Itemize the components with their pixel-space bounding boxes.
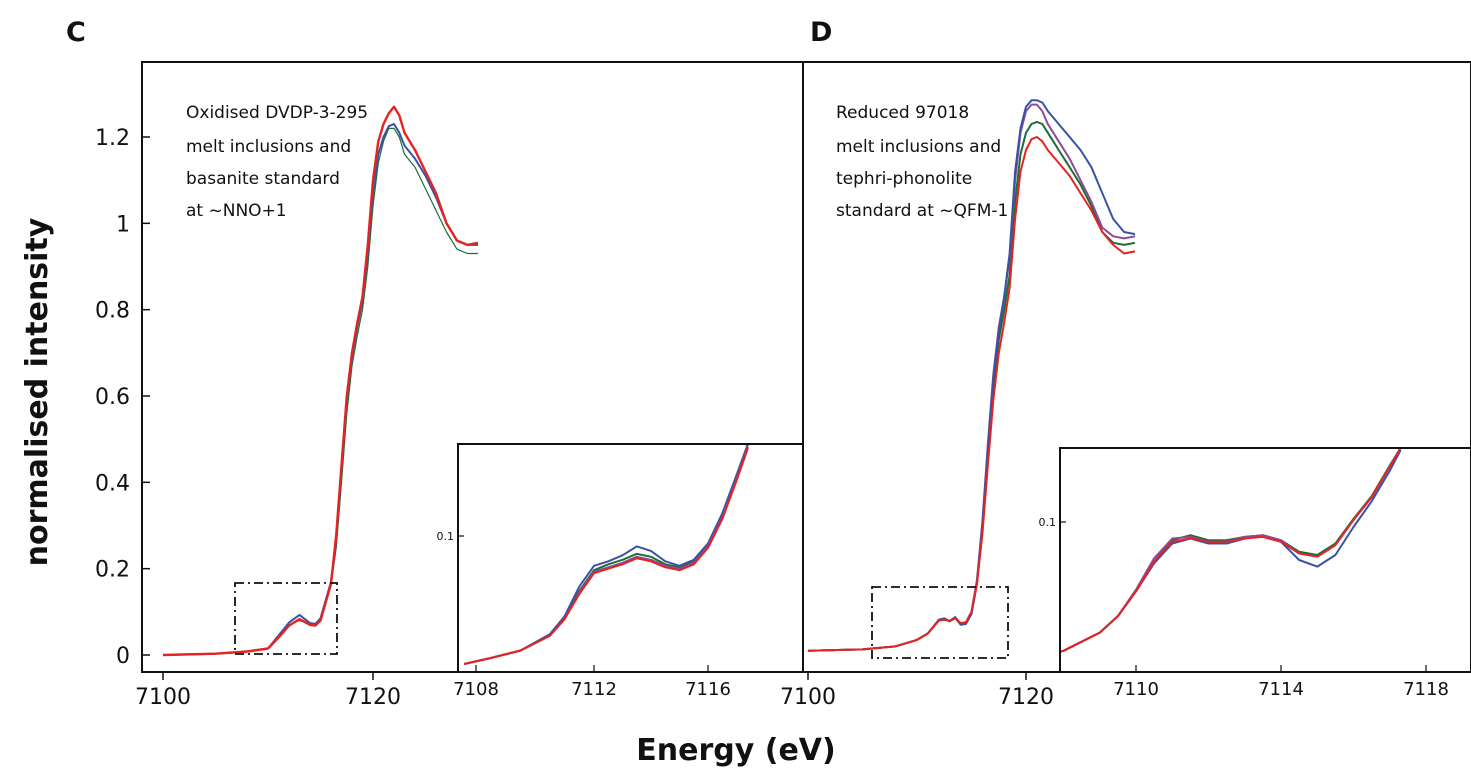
panel-d-series-group bbox=[807, 99, 1136, 652]
inset-y-tick-label: 0.1 bbox=[437, 530, 455, 543]
inset-x-tick-label: 7114 bbox=[1258, 679, 1304, 700]
panel-d-annotation-line: melt inclusions and bbox=[836, 137, 1001, 157]
panel-d-plot: 7100 7120 0.1 7110 7114 7118 bbox=[780, 99, 1471, 710]
y-tick-label: 0.6 bbox=[95, 385, 130, 410]
panel-d-annotation-line: standard at ~QFM-1 bbox=[836, 201, 1008, 221]
panel-c-series-group bbox=[162, 105, 479, 657]
y-tick-label: 0.2 bbox=[95, 558, 130, 583]
zoom-region-box bbox=[871, 586, 1009, 659]
x-tick-label: 7100 bbox=[780, 685, 836, 710]
x-tick-label: 7120 bbox=[998, 685, 1054, 710]
series-line-red bbox=[807, 136, 1136, 652]
inset-series-line-blue bbox=[463, 445, 749, 665]
x-axis-title: Energy (eV) bbox=[636, 733, 835, 768]
inset-x-tick-label: 7118 bbox=[1403, 679, 1449, 700]
panel-letter-c: C bbox=[66, 17, 86, 48]
inset-series-group bbox=[1061, 449, 1402, 653]
inset-frame bbox=[1059, 447, 1471, 673]
y-axis-title: normalised intensity bbox=[20, 217, 55, 566]
inset-frame bbox=[457, 443, 804, 673]
series-line-red bbox=[162, 105, 479, 657]
series-line-blue bbox=[807, 99, 1136, 652]
panel-letter-d: D bbox=[810, 17, 832, 48]
inset-series-line-red bbox=[463, 447, 749, 665]
inset-series-line-red bbox=[1061, 449, 1402, 653]
panel-c-annotation-line: Oxidised DVDP-3-295 bbox=[186, 103, 368, 123]
x-tick-label: 7120 bbox=[345, 685, 401, 710]
panel-d-annotation-line: Reduced 97018 bbox=[836, 103, 969, 123]
panel-c-annotation-line: at ~NNO+1 bbox=[186, 201, 287, 221]
x-tick-label: 7100 bbox=[135, 685, 191, 710]
inset-x-tick-label: 7112 bbox=[571, 679, 617, 700]
panel-d-inset: 0.1 7110 7114 7118 bbox=[1039, 447, 1471, 700]
y-tick-label: 0.4 bbox=[95, 471, 130, 496]
panel-c-annotation-line: melt inclusions and bbox=[186, 137, 351, 157]
y-tick-label: 0.8 bbox=[95, 299, 130, 324]
panel-c-annotation-line: basanite standard bbox=[186, 169, 340, 189]
panel-c-plot: 0 0.2 0.4 0.6 0.8 1 1.2 7100 7120 0.1 7108 7112 7116 bbox=[95, 105, 804, 710]
inset-x-tick-label: 7110 bbox=[1113, 679, 1159, 700]
y-tick-label: 1 bbox=[116, 212, 130, 237]
panel-d-annotation: Reduced 97018 melt inclusions and tephri… bbox=[836, 103, 1008, 221]
y-tick-label: 1.2 bbox=[95, 126, 130, 151]
inset-x-tick-label: 7108 bbox=[453, 679, 499, 700]
panel-d-annotation-line: tephri-phonolite bbox=[836, 169, 972, 189]
inset-y-tick-label: 0.1 bbox=[1039, 516, 1057, 529]
zoom-region-box bbox=[234, 582, 338, 655]
panel-c-inset: 0.1 7108 7112 7116 bbox=[437, 443, 804, 700]
y-tick-label: 0 bbox=[116, 644, 130, 669]
inset-x-tick-label: 7116 bbox=[685, 679, 731, 700]
inset-series-group bbox=[463, 445, 749, 665]
panel-c-annotation: Oxidised DVDP-3-295 melt inclusions and … bbox=[186, 103, 374, 221]
